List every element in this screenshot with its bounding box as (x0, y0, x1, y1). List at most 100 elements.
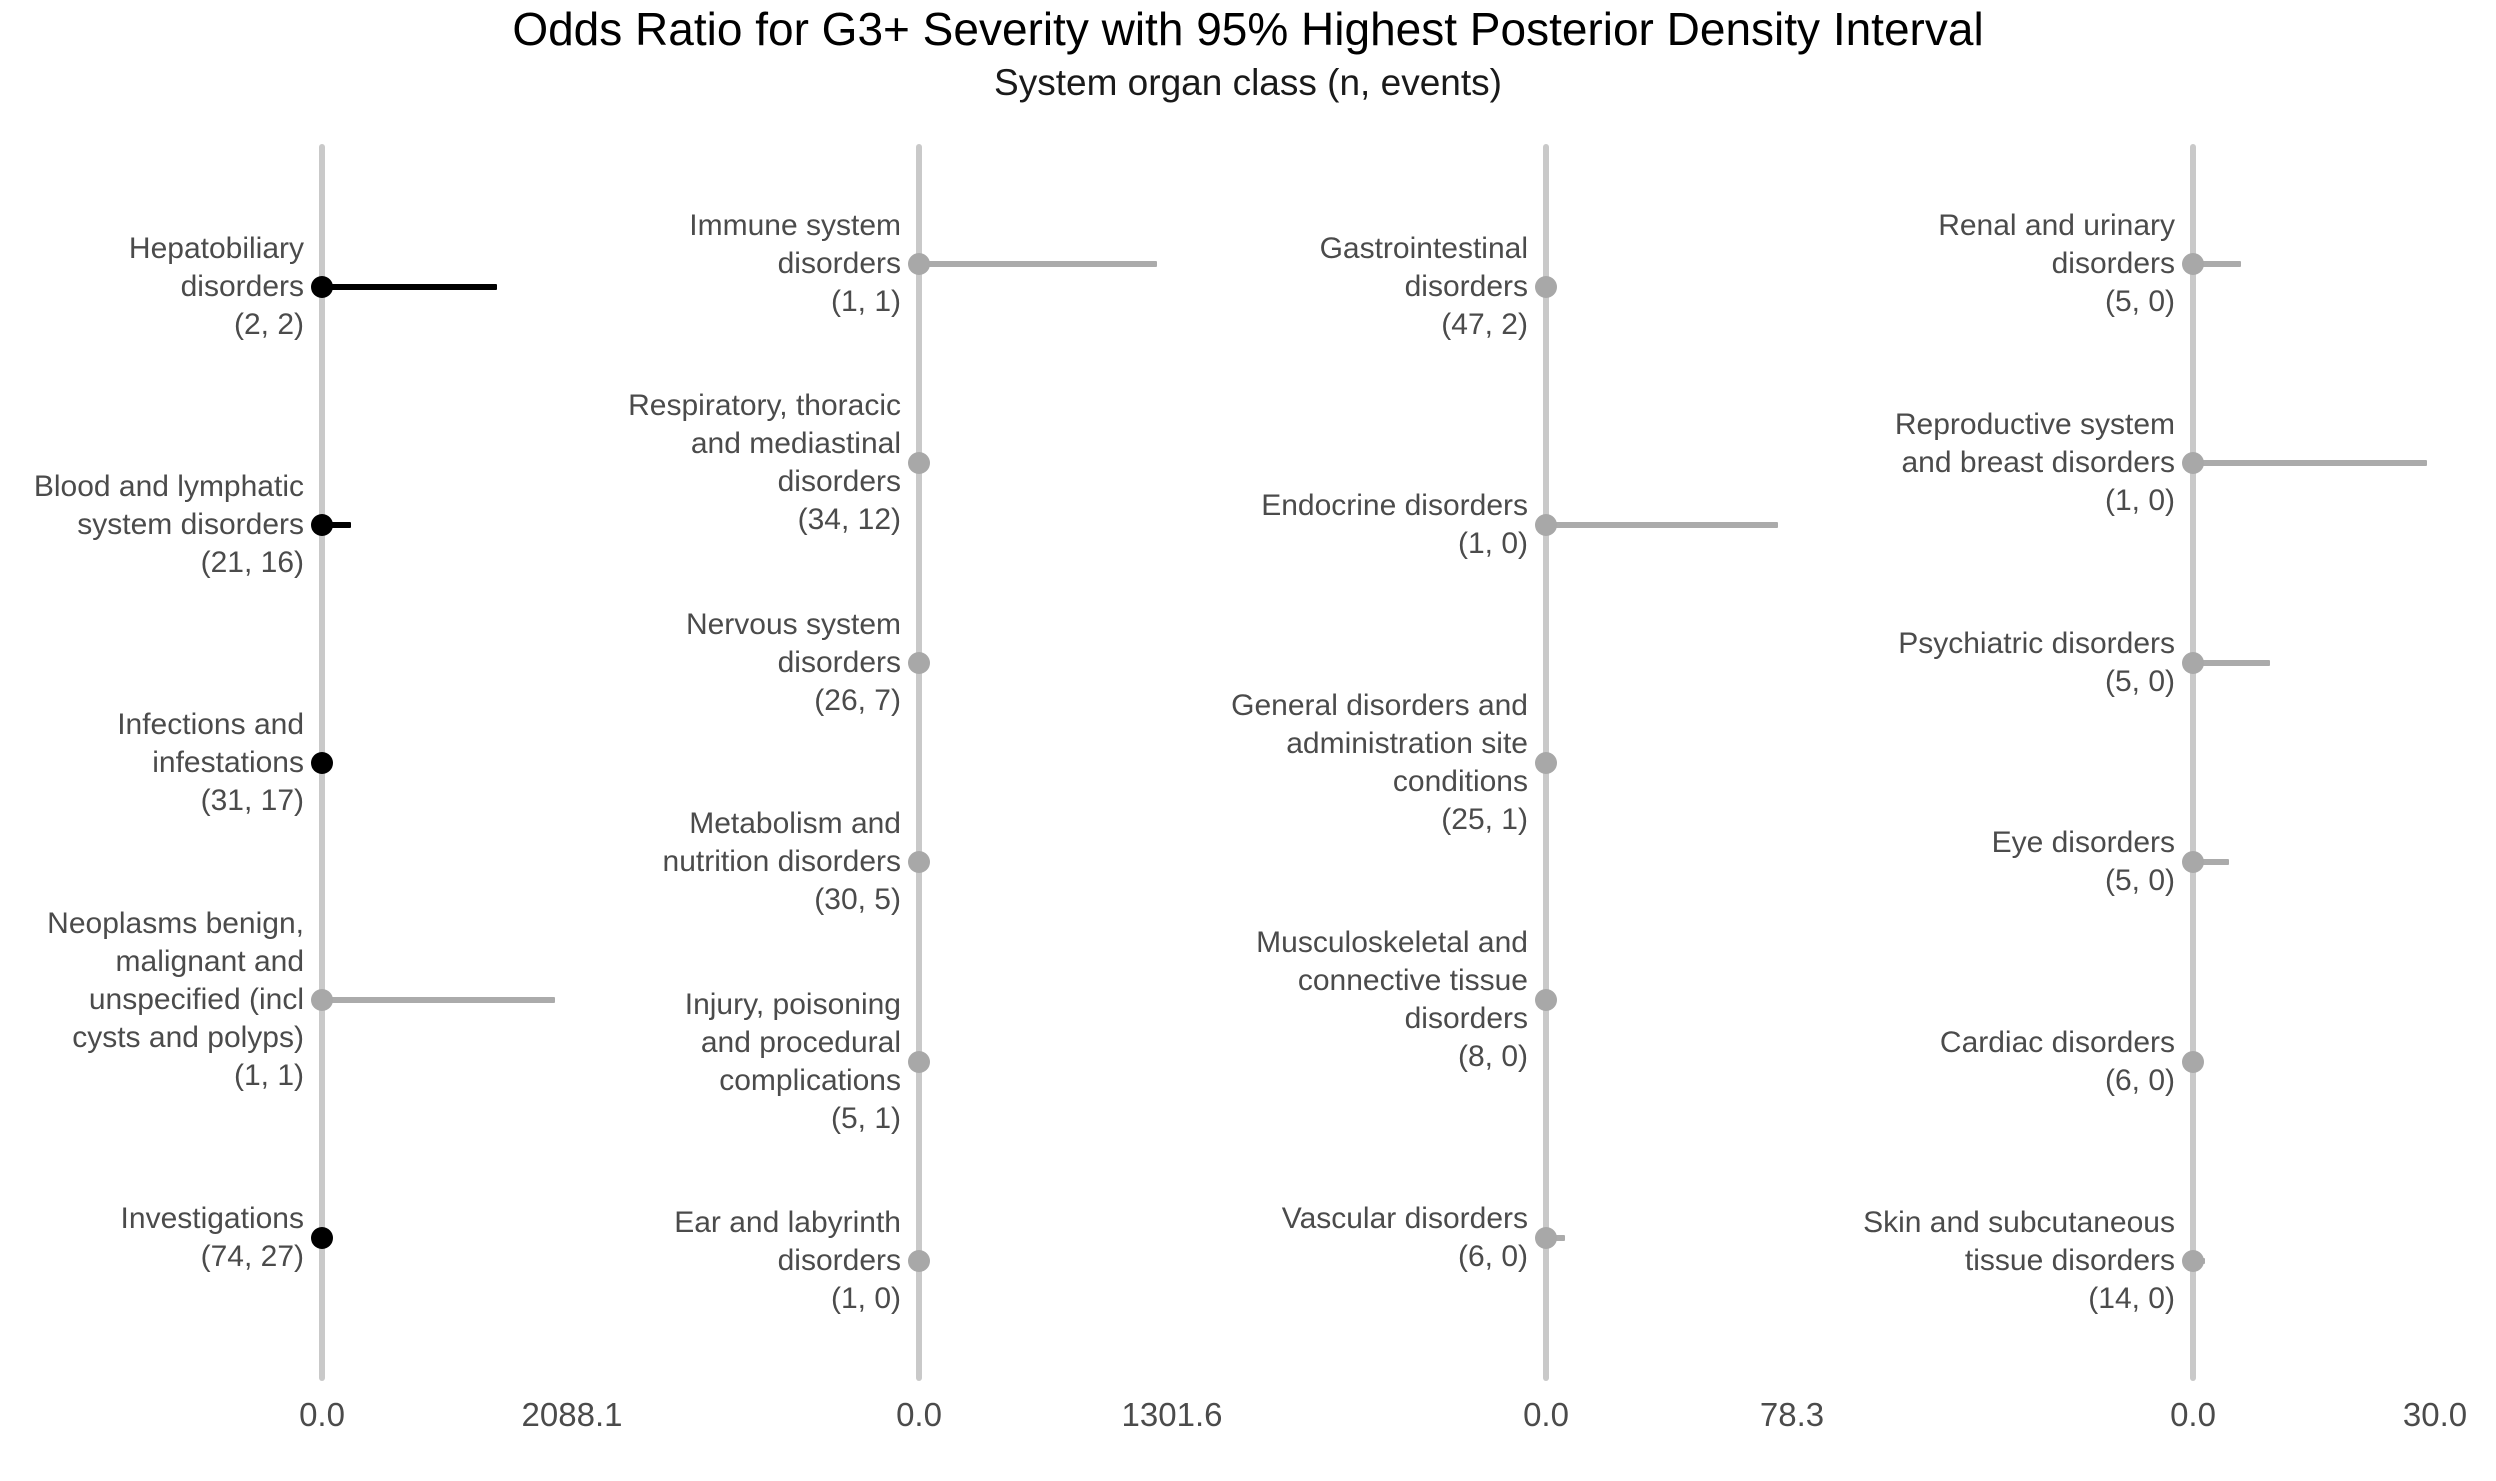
row-label: Blood and lymphatic system disorders (21, … (0, 468, 304, 582)
row-label-line: Eye disorders (1991, 826, 2175, 860)
row-label-line: (5, 0) (2104, 284, 2175, 318)
row-label: Cardiac disorders (6, 0) (1775, 1024, 2175, 1100)
row-label-line: Renal and urinary (1938, 208, 2175, 242)
row-label-line: Infections and (117, 707, 304, 741)
point-estimate-dot (908, 851, 930, 874)
point-estimate-dot (1535, 751, 1557, 774)
row-label-line: cysts and polyps) (72, 1021, 304, 1055)
x-tick-label: 0.0 (1523, 1396, 1569, 1433)
row-label-line: disorders (1404, 1002, 1528, 1036)
row-label-line: Ear and labyrinth (674, 1206, 901, 1240)
point-estimate-dot (311, 275, 333, 298)
point-estimate-dot (2182, 1050, 2204, 1073)
row-label-line: General disorders and (1231, 688, 1528, 722)
row-label-line: (21, 16) (200, 545, 304, 579)
row-label-line: (5, 0) (2104, 864, 2175, 898)
row-label-line: disorders (2051, 246, 2175, 280)
row-label-line: (5, 1) (830, 1101, 901, 1135)
row-label-line: Hepatobiliary (128, 231, 304, 265)
row-label-line: Reproductive system (1894, 408, 2175, 442)
row-label-line: (30, 5) (814, 883, 901, 917)
row-label-line: nutrition disorders (662, 845, 901, 879)
row-label: Nervous system disorders (26, 7) (501, 606, 901, 720)
x-tick-label: 0.0 (2170, 1396, 2216, 1433)
point-estimate-dot (908, 1050, 930, 1073)
axis-line (916, 144, 922, 1381)
row-label: Infections and infestations (31, 17) (0, 706, 304, 820)
row-label: Reproductive system and breast disorders (… (1775, 406, 2175, 520)
row-label-line: disorders (777, 645, 901, 679)
row-label-line: Blood and lymphatic (33, 469, 304, 503)
row-label-line: (26, 7) (814, 683, 901, 717)
x-tick-label: 1301.6 (1121, 1396, 1223, 1433)
row-label-line: Injury, poisoning (684, 987, 901, 1021)
row-label: Endocrine disorders (1, 0) (1128, 487, 1528, 563)
point-estimate-dot (2182, 651, 2204, 674)
row-label-line: Nervous system (685, 607, 901, 641)
row-label: Gastrointestinal disorders (47, 2) (1128, 230, 1528, 344)
row-label-line: (25, 1) (1441, 802, 1528, 836)
row-label-line: (1, 0) (2104, 484, 2175, 518)
row-label: Hepatobiliary disorders (2, 2) (0, 230, 304, 344)
row-label-line: Skin and subcutaneous (1863, 1206, 2175, 1240)
point-estimate-dot (311, 513, 333, 536)
point-estimate-dot (2182, 252, 2204, 275)
hpd-interval-bar (322, 521, 351, 528)
row-label-line: (6, 0) (2104, 1063, 2175, 1097)
row-label-line: (2, 2) (233, 307, 304, 341)
hpd-interval-bar (2193, 859, 2229, 866)
row-label: Neoplasms benign, malignant and unspecifie… (0, 905, 304, 1095)
hpd-interval-bar (919, 260, 1157, 267)
row-label: General disorders and administration site… (1128, 687, 1528, 839)
row-label-line: (1, 1) (233, 1059, 304, 1093)
x-tick-label: 2088.1 (521, 1396, 623, 1433)
row-label-line: disorders (777, 465, 901, 499)
hpd-interval-bar (2193, 659, 2270, 666)
point-estimate-dot (311, 989, 333, 1012)
row-label-line: Metabolism and (689, 807, 901, 841)
axis-line (2190, 144, 2196, 1381)
row-label-line: Neoplasms benign, (47, 907, 304, 941)
row-label-line: Endocrine disorders (1261, 488, 1528, 522)
row-label-line: Immune system (689, 208, 901, 242)
row-label-line: infestations (152, 745, 304, 779)
row-label-line: disorders (777, 1244, 901, 1278)
row-label: Ear and labyrinth disorders (1, 0) (501, 1204, 901, 1318)
point-estimate-dot (311, 1227, 333, 1250)
row-label-line: Investigations (120, 1202, 304, 1236)
hpd-interval-bar (1546, 521, 1778, 528)
row-label-line: and mediastinal (690, 427, 901, 461)
row-label-line: disorders (777, 246, 901, 280)
row-label-line: (74, 27) (200, 1240, 304, 1274)
row-label-line: complications (719, 1063, 901, 1097)
row-label-line: Psychiatric disorders (1898, 626, 2175, 660)
row-label-line: (1, 0) (1457, 526, 1528, 560)
row-label-line: Musculoskeletal and (1256, 926, 1528, 960)
row-label-line: system disorders (77, 507, 304, 541)
row-label-line: tissue disorders (1964, 1244, 2175, 1278)
row-label-line: Respiratory, thoracic (628, 389, 901, 423)
row-label-line: Vascular disorders (1281, 1202, 1528, 1236)
row-label-line: (8, 0) (1457, 1040, 1528, 1074)
point-estimate-dot (1535, 1227, 1557, 1250)
hpd-interval-bar (322, 283, 497, 290)
point-estimate-dot (908, 1250, 930, 1273)
point-estimate-dot (1535, 989, 1557, 1012)
row-label-line: (47, 2) (1441, 307, 1528, 341)
row-label-line: Cardiac disorders (1939, 1025, 2175, 1059)
row-label: Psychiatric disorders (5, 0) (1775, 625, 2175, 701)
point-estimate-dot (1535, 513, 1557, 536)
point-estimate-dot (2182, 452, 2204, 475)
row-label: Investigations (74, 27) (0, 1200, 304, 1276)
row-label: Vascular disorders (6, 0) (1128, 1200, 1528, 1276)
row-label: Eye disorders (5, 0) (1775, 824, 2175, 900)
row-label-line: unspecified (incl (88, 983, 304, 1017)
hpd-interval-bar (2193, 460, 2427, 467)
point-estimate-dot (311, 751, 333, 774)
row-label-line: (5, 0) (2104, 664, 2175, 698)
row-label: Musculoskeletal and connective tissue diso… (1128, 924, 1528, 1076)
row-label-line: (6, 0) (1457, 1240, 1528, 1274)
x-tick-label: 0.0 (299, 1396, 345, 1433)
row-label: Respiratory, thoracic and mediastinal diso… (501, 387, 901, 539)
